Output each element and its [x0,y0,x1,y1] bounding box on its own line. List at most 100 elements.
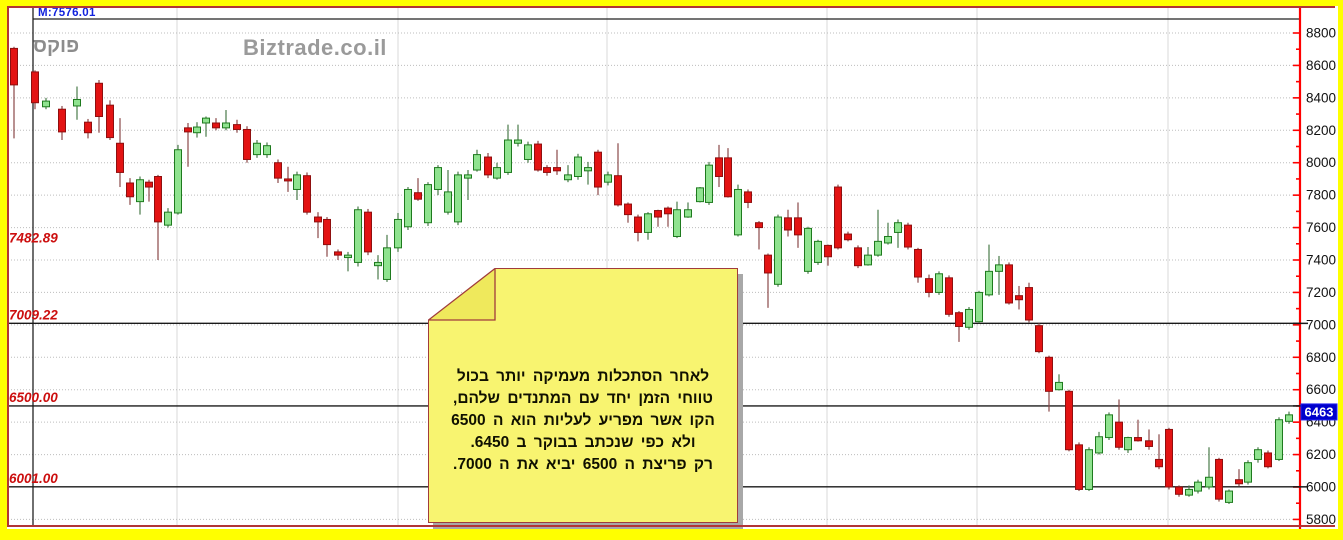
candle-down [594,151,602,188]
candle-down [1075,444,1083,490]
candle-up [193,126,201,134]
note-line: הקו אשר מפריע לעליות הוא ה 6500 [451,412,715,429]
candle-down [95,82,103,118]
candle-down [212,122,220,129]
candle-up [734,188,742,236]
note-line: רק פריצת ה 6500 יביא את ה 7000. [453,456,713,473]
candle-up [524,144,532,160]
candle-up [975,291,983,323]
candle-down [323,218,331,246]
candle-down [364,211,372,253]
candle-down [794,217,802,236]
axis-price-label: 7800 [1306,188,1336,203]
axis-price-label: 8200 [1306,123,1336,138]
candle-down [184,127,192,133]
candle-up [493,167,501,179]
axis-price-label: 6600 [1306,382,1336,397]
level-price-label: 6001.00 [9,471,58,486]
candle-up [1205,476,1213,488]
candle-down [654,210,662,218]
candle-down [1134,437,1142,442]
candle-down [614,175,622,206]
candle-down [126,182,134,198]
candle-up [354,209,362,263]
candle-down [543,167,551,173]
axis-price-label: 5800 [1306,512,1336,527]
candle-up [894,222,902,233]
candle-up [374,261,382,267]
candle-up [1105,414,1113,439]
candle-down [284,178,292,182]
axis-price-label: 8800 [1306,26,1336,41]
candle-down [1115,421,1123,448]
last-price-badge-value: 6463 [1305,404,1334,419]
candle-down [844,233,852,241]
axis-price-label: 8600 [1306,58,1336,73]
candle-up [164,211,172,226]
note-folded-corner-icon [428,268,496,321]
candle-up [263,145,271,156]
candle-up [42,100,50,108]
level-price-label: 6500.00 [9,390,58,405]
candle-down [724,157,732,198]
candle-down [334,251,342,256]
axis-price-label: 8400 [1306,90,1336,105]
candle-up [705,164,713,203]
candle-up [424,184,432,224]
candle-up [253,142,261,156]
note-text: לאחר הסתכלות מעמיקה יותר בכול טווחי הזמן … [429,366,737,476]
candle-up [464,174,472,179]
note-line: טווחי הזמן יחד עם המתנדים שלהם, [453,390,713,407]
candle-down [945,277,953,315]
candle-down [414,192,422,200]
candle-up [1124,437,1132,451]
candle-down [534,143,542,171]
candle-down [925,278,933,293]
candle-up [1194,481,1202,492]
candle-up [344,254,352,259]
candle-up [174,149,182,214]
site-watermark: Biztrade.co.il [243,35,387,60]
candle-down [624,203,632,216]
candle-down [1145,440,1153,447]
candle-up [1095,436,1103,454]
candle-up [564,174,572,181]
axis-price-label: 7400 [1306,253,1336,268]
frame-border-top [0,0,1343,6]
candle-down [1065,390,1073,451]
candle-down [314,216,322,223]
note-line: לאחר הסתכלות מעמיקה יותר בכול [456,368,710,385]
candle-down [1215,458,1223,500]
candle-up [473,154,481,171]
candle-up [604,174,612,183]
candle-down [755,222,763,229]
candle-up [696,187,704,203]
candle-up [514,139,522,144]
candle-down [145,181,153,188]
candle-down [484,156,492,176]
candle-down [233,124,241,130]
candle-up [884,235,892,244]
candle-down [904,224,912,248]
candle-up [383,247,391,280]
candle-up [774,216,782,285]
frame-border-right [1338,0,1343,540]
candle-up [136,179,144,203]
candle-down [1155,458,1163,468]
candle-down [634,216,642,233]
candle-down [1235,479,1243,485]
candle-down [1165,428,1173,488]
candle-up [202,117,210,124]
candle-up [985,270,993,296]
candle-up [684,209,692,218]
candle-up [1055,381,1063,391]
candle-down [1175,486,1183,495]
candle-up [935,273,943,293]
candle-down [1005,264,1013,304]
candle-up [222,122,230,129]
candle-up [1185,488,1193,496]
candle-down [1264,452,1272,468]
candle-down [955,312,963,327]
note-line: ולא כפי שנכתב בבוקר ב 6450. [470,434,696,451]
candle-down [1045,356,1053,392]
